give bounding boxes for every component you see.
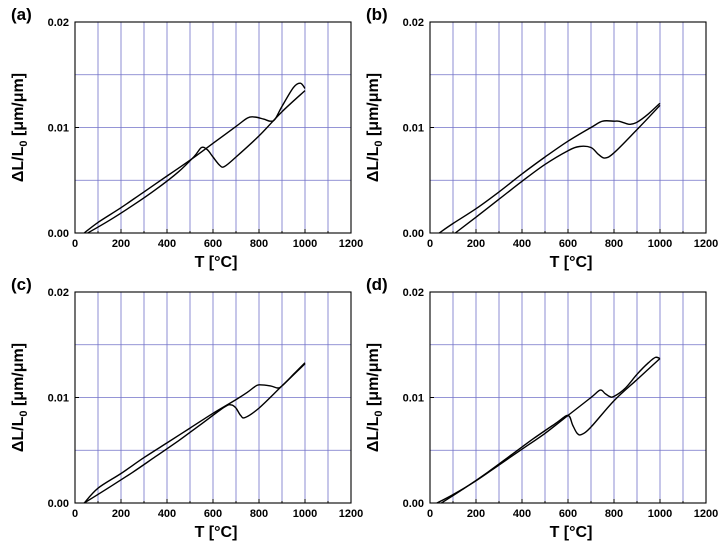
x-tick-label: 1000 xyxy=(648,508,672,520)
x-tick-label: 1000 xyxy=(293,508,317,520)
x-axis-label: T [°C] xyxy=(195,524,238,541)
x-tick-label: 1200 xyxy=(339,238,363,250)
y-tick-label: 0.01 xyxy=(48,123,69,135)
y-tick-label: 0.00 xyxy=(403,228,424,240)
x-tick-label: 1200 xyxy=(694,508,718,520)
y-axis-label: ΔL/L0 [μm/μm] xyxy=(10,73,30,182)
y-tick-label: 0.01 xyxy=(403,123,424,135)
x-tick-label: 400 xyxy=(158,238,176,250)
series-line-cooling xyxy=(83,362,306,504)
x-tick-label: 400 xyxy=(158,508,176,520)
y-tick-label: 0.00 xyxy=(48,228,69,240)
x-axis-label: T [°C] xyxy=(550,254,593,271)
x-axis-label: T [°C] xyxy=(195,254,238,271)
x-tick-label: 200 xyxy=(112,238,130,250)
x-tick-label: 400 xyxy=(513,238,531,250)
x-tick-label: 800 xyxy=(605,238,623,250)
x-tick-label: 0 xyxy=(72,508,78,520)
x-tick-label: 0 xyxy=(427,508,433,520)
y-axis-label: ΔL/L0 [μm/μm] xyxy=(365,73,385,182)
x-tick-label: 200 xyxy=(467,508,485,520)
y-tick-label: 0.00 xyxy=(48,498,69,510)
chart-panel-c: 0 200 400 600 800 1000 1200 0.00 0.01 0.02 (c) T [°… xyxy=(10,275,363,541)
y-tick-label: 0.01 xyxy=(48,393,69,405)
panel-label: (a) xyxy=(11,5,32,24)
panel-label: (c) xyxy=(11,275,32,294)
y-axis-label: ΔL/L0 [μm/μm] xyxy=(10,343,30,452)
x-tick-label: 600 xyxy=(559,238,577,250)
series-line-cooling xyxy=(436,356,661,504)
panel-label: (b) xyxy=(366,5,388,24)
chart-panel-a: 0 200 400 600 800 1000 1200 0.00 0.01 0.02 (a) T [°… xyxy=(10,5,363,271)
x-tick-label: 200 xyxy=(467,238,485,250)
y-tick-label: 0.01 xyxy=(403,393,424,405)
y-tick-label: 0.00 xyxy=(403,498,424,510)
x-tick-label: 0 xyxy=(427,238,433,250)
y-axis-label: ΔL/L0 [μm/μm] xyxy=(365,343,385,452)
x-tick-label: 600 xyxy=(204,508,222,520)
series-line-heating xyxy=(454,104,661,234)
series-line-heating xyxy=(87,90,306,234)
series-line-cooling xyxy=(438,102,661,234)
series-line-heating xyxy=(83,363,306,504)
x-tick-label: 0 xyxy=(72,238,78,250)
x-tick-label: 600 xyxy=(204,238,222,250)
x-tick-label: 200 xyxy=(112,508,130,520)
x-tick-label: 1000 xyxy=(293,238,317,250)
y-tick-label: 0.02 xyxy=(403,17,424,29)
panel-label: (d) xyxy=(366,275,388,294)
x-tick-label: 800 xyxy=(250,508,268,520)
x-tick-label: 800 xyxy=(250,238,268,250)
x-tick-label: 800 xyxy=(605,508,623,520)
y-tick-label: 0.02 xyxy=(403,287,424,299)
chart-panel-d: 0 200 400 600 800 1000 1200 0.00 0.01 0.02 (d) T [°… xyxy=(365,275,718,541)
x-tick-label: 1200 xyxy=(339,508,363,520)
x-tick-label: 1200 xyxy=(694,238,718,250)
x-tick-label: 600 xyxy=(559,508,577,520)
chart-panel-b: 0 200 400 600 800 1000 1200 0.00 0.01 0.02 (b) T [°… xyxy=(365,5,718,271)
x-tick-label: 1000 xyxy=(648,238,672,250)
series-line-cooling xyxy=(83,82,306,234)
y-tick-label: 0.02 xyxy=(48,287,69,299)
x-tick-label: 400 xyxy=(513,508,531,520)
x-axis-label: T [°C] xyxy=(550,524,593,541)
y-tick-label: 0.02 xyxy=(48,17,69,29)
